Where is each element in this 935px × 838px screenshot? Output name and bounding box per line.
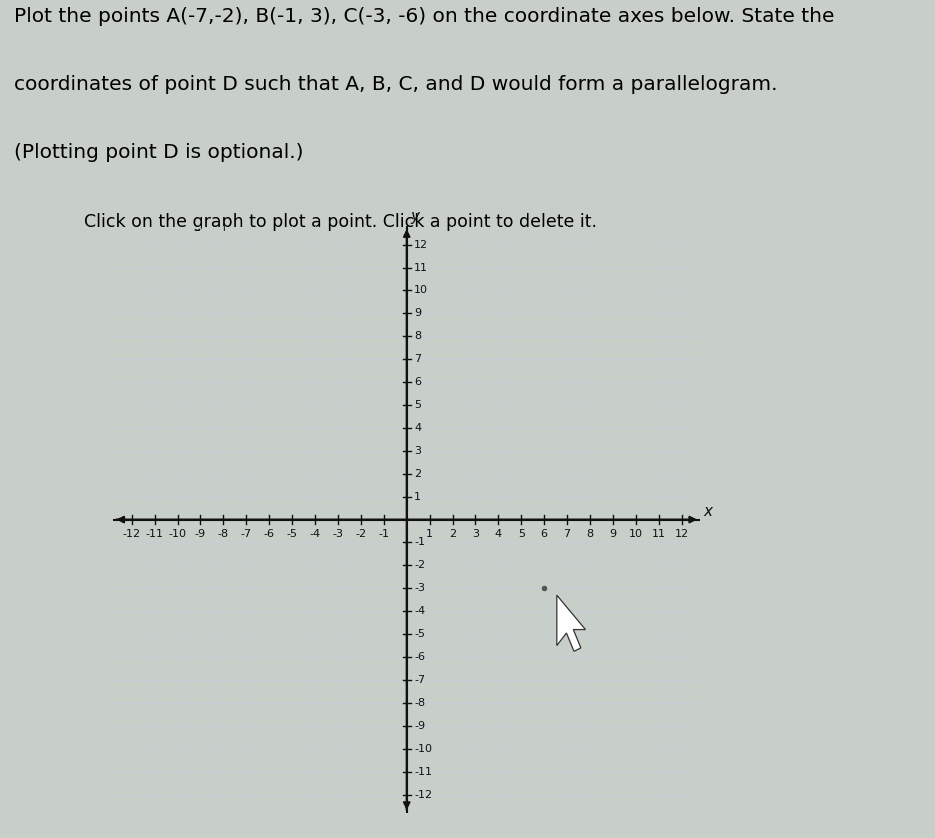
Text: 3: 3 <box>414 446 422 456</box>
Text: -5: -5 <box>414 629 425 639</box>
Text: y: y <box>410 209 419 224</box>
Text: -8: -8 <box>218 530 229 540</box>
Text: 7: 7 <box>414 354 422 365</box>
Text: 1: 1 <box>426 530 433 540</box>
Text: -9: -9 <box>194 530 206 540</box>
Text: 10: 10 <box>629 530 643 540</box>
Text: 6: 6 <box>540 530 548 540</box>
Text: -1: -1 <box>414 537 425 547</box>
Text: (Plotting point D is optional.): (Plotting point D is optional.) <box>14 142 304 162</box>
Text: -6: -6 <box>264 530 275 540</box>
Text: 12: 12 <box>414 240 428 250</box>
Text: -11: -11 <box>414 767 432 777</box>
Text: -4: -4 <box>309 530 321 540</box>
Text: 9: 9 <box>610 530 616 540</box>
Text: 11: 11 <box>414 262 428 272</box>
Polygon shape <box>557 595 585 651</box>
Text: -12: -12 <box>414 789 432 799</box>
Text: -2: -2 <box>355 530 367 540</box>
Text: 1: 1 <box>414 492 422 502</box>
Text: 10: 10 <box>414 286 428 296</box>
Text: -10: -10 <box>168 530 187 540</box>
Text: -4: -4 <box>414 606 425 616</box>
Text: Click on the graph to plot a point. Click a point to delete it.: Click on the graph to plot a point. Clic… <box>84 213 597 230</box>
Text: 5: 5 <box>414 400 422 410</box>
Text: x: x <box>703 504 712 519</box>
Text: 7: 7 <box>564 530 570 540</box>
Text: -2: -2 <box>414 561 425 571</box>
Text: -10: -10 <box>414 743 432 753</box>
Text: -3: -3 <box>414 583 425 593</box>
Text: -11: -11 <box>146 530 164 540</box>
Text: -3: -3 <box>333 530 343 540</box>
Text: coordinates of point D such that A, B, C, and D would form a parallelogram.: coordinates of point D such that A, B, C… <box>14 75 778 94</box>
Text: -1: -1 <box>379 530 389 540</box>
Text: 2: 2 <box>414 468 422 478</box>
Text: 4: 4 <box>495 530 502 540</box>
Text: 8: 8 <box>586 530 594 540</box>
Text: -9: -9 <box>414 721 425 731</box>
Text: -8: -8 <box>414 698 425 708</box>
Text: 5: 5 <box>518 530 525 540</box>
Text: -12: -12 <box>122 530 141 540</box>
Text: 3: 3 <box>472 530 479 540</box>
Text: 4: 4 <box>414 423 422 433</box>
Text: -6: -6 <box>414 652 425 662</box>
Text: 11: 11 <box>652 530 666 540</box>
Text: 2: 2 <box>449 530 456 540</box>
Text: -5: -5 <box>287 530 297 540</box>
Text: -7: -7 <box>414 675 425 685</box>
Text: 6: 6 <box>414 377 422 387</box>
Text: 8: 8 <box>414 331 422 341</box>
Text: 12: 12 <box>675 530 689 540</box>
Text: -7: -7 <box>241 530 252 540</box>
Text: 9: 9 <box>414 308 422 318</box>
Text: Plot the points A(-7,-2), B(-1, 3), C(-3, -6) on the coordinate axes below. Stat: Plot the points A(-7,-2), B(-1, 3), C(-3… <box>14 7 835 26</box>
